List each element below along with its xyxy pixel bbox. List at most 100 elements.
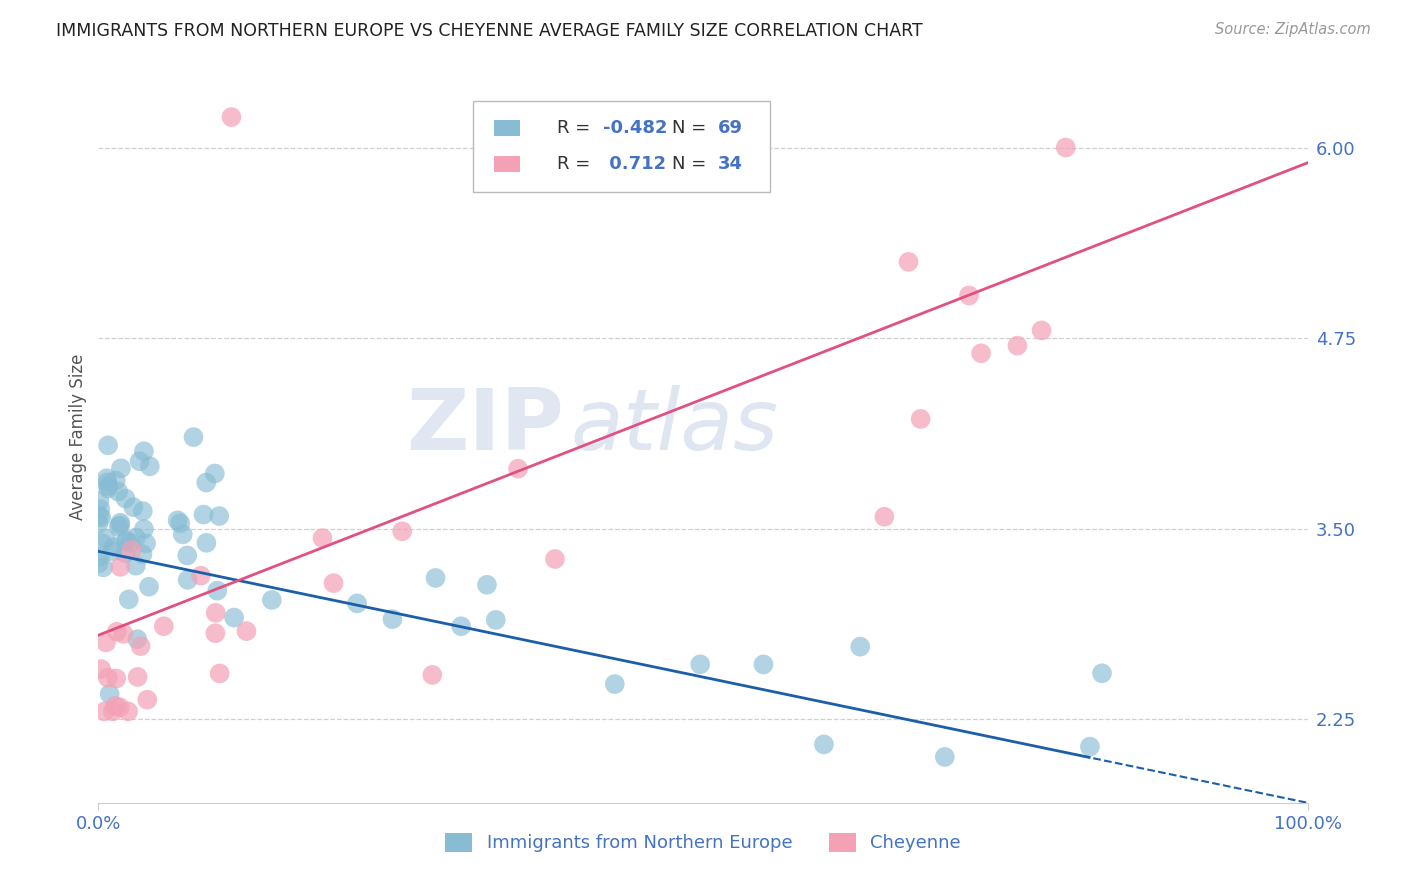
Point [166,513,188,527]
Point [118,592,141,607]
Point [813,738,835,752]
Point [93,705,115,719]
Point [131,547,153,561]
Point [475,578,498,592]
Point [195,475,218,490]
Text: ZIP: ZIP [406,384,564,467]
Point [98,687,121,701]
Point [752,657,775,672]
Point [391,524,413,539]
Point [689,657,711,672]
Point [135,536,157,550]
Point [104,698,127,713]
Point [127,632,149,647]
Point [96,471,118,485]
Point [117,705,139,719]
Point [1078,739,1101,754]
Point [101,544,124,558]
Point [89,493,111,508]
Point [87,556,110,570]
Point [311,531,333,545]
Point [90,662,112,676]
Y-axis label: Average Family Size: Average Family Size [69,354,87,520]
Point [138,580,160,594]
Point [176,549,198,563]
Point [1031,323,1053,337]
Point [603,677,626,691]
Text: R =: R = [557,155,596,173]
Point [121,543,143,558]
Text: atlas: atlas [569,384,778,467]
Point [132,444,155,458]
Point [153,619,176,633]
Point [101,705,124,719]
Point [208,509,231,524]
Point [89,508,111,523]
Point [207,583,229,598]
Point [103,540,125,554]
Point [485,613,508,627]
Point [122,500,145,515]
Point [260,593,283,607]
Point [139,459,162,474]
Point [204,606,226,620]
Point [208,666,231,681]
Point [235,624,257,639]
Point [128,454,150,468]
Point [96,475,118,490]
Point [381,612,404,626]
Text: IMMIGRANTS FROM NORTHERN EUROPE VS CHEYENNE AVERAGE FAMILY SIZE CORRELATION CHAR: IMMIGRANTS FROM NORTHERN EUROPE VS CHEYE… [56,22,922,40]
Point [420,668,443,682]
Point [94,635,117,649]
Point [97,438,120,452]
Point [87,516,110,531]
Point [107,520,129,534]
Point [115,533,138,548]
Point [195,536,218,550]
Point [970,346,993,360]
Point [110,560,132,574]
Point [108,700,131,714]
Point [346,596,368,610]
Point [425,571,447,585]
Point [193,508,215,522]
Point [114,491,136,506]
Text: Source: ZipAtlas.com: Source: ZipAtlas.com [1215,22,1371,37]
Point [183,430,205,444]
Point [104,474,127,488]
Point [110,461,132,475]
Point [221,110,243,124]
Point [97,482,120,496]
Point [204,467,226,481]
FancyBboxPatch shape [494,156,520,172]
Point [129,639,152,653]
Text: N =: N = [672,155,711,173]
Text: R =: R = [557,119,596,136]
Point [506,461,529,475]
Point [172,527,194,541]
Point [127,670,149,684]
Point [450,619,472,633]
Point [97,671,120,685]
Point [107,484,129,499]
Point [97,479,120,493]
Point [222,610,245,624]
Point [873,509,896,524]
Point [934,750,956,764]
Point [190,568,212,582]
Point [136,692,159,706]
Point [105,672,128,686]
Text: N =: N = [672,119,711,136]
Legend: Immigrants from Northern Europe, Cheyenne: Immigrants from Northern Europe, Cheyenn… [439,826,967,860]
Point [112,627,135,641]
Text: 0.712: 0.712 [603,155,666,173]
FancyBboxPatch shape [474,101,769,192]
Point [322,576,344,591]
Point [89,502,111,516]
Point [114,546,136,560]
FancyBboxPatch shape [494,120,520,136]
Point [91,536,114,550]
Point [114,534,136,549]
Point [91,560,114,574]
Text: 34: 34 [717,155,742,173]
